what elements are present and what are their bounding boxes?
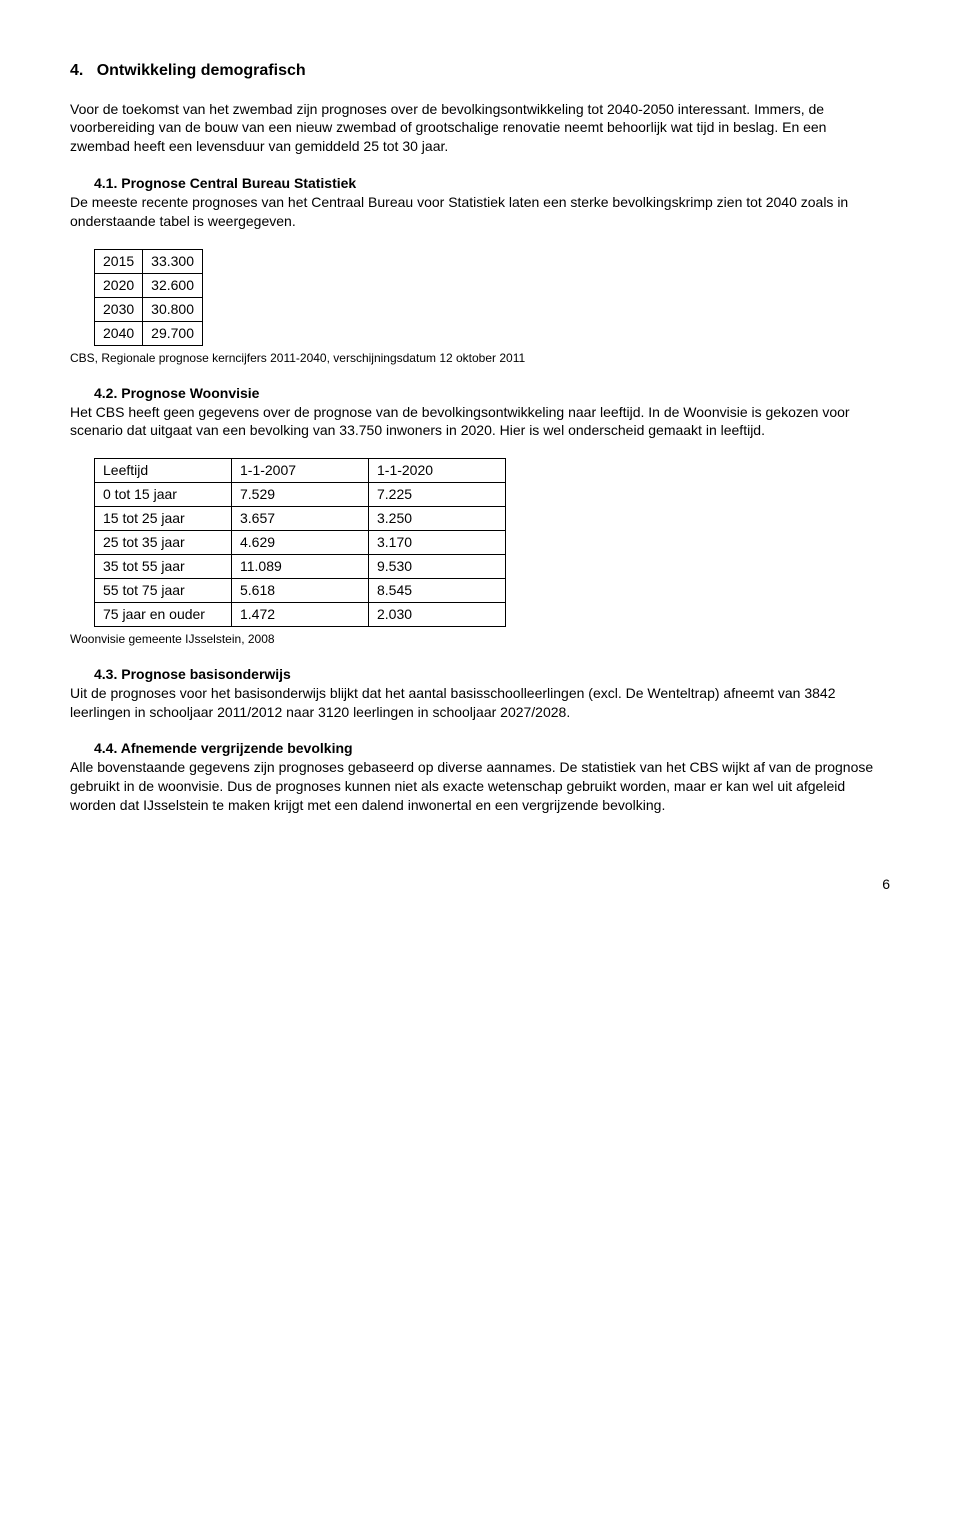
- cell: 15 tot 25 jaar: [95, 507, 232, 531]
- cell: 75 jaar en ouder: [95, 602, 232, 626]
- table-row: 2040 29.700: [95, 321, 203, 345]
- cell: 3.657: [232, 507, 369, 531]
- cell: 2030: [95, 297, 143, 321]
- table-row: 75 jaar en ouder 1.472 2.030: [95, 602, 506, 626]
- cell: 7.529: [232, 483, 369, 507]
- cell: 32.600: [143, 273, 203, 297]
- cell: 3.170: [369, 531, 506, 555]
- header-cell: 1-1-2007: [232, 459, 369, 483]
- table-row: 35 tot 55 jaar 11.089 9.530: [95, 554, 506, 578]
- heading-number: 4.: [70, 62, 83, 79]
- page-number: 6: [70, 875, 890, 894]
- table-row: 2020 32.600: [95, 273, 203, 297]
- table-row: 2015 33.300: [95, 249, 203, 273]
- cell: 35 tot 55 jaar: [95, 554, 232, 578]
- header-cell: Leeftijd: [95, 459, 232, 483]
- subsection-label: 4.3. Prognose basisonderwijs: [70, 666, 291, 682]
- subsection-label: 4.2. Prognose Woonvisie: [70, 385, 259, 401]
- cell: 2040: [95, 321, 143, 345]
- table-row: 25 tot 35 jaar 4.629 3.170: [95, 531, 506, 555]
- cell: 25 tot 35 jaar: [95, 531, 232, 555]
- subsection-label: 4.1. Prognose Central Bureau Statistiek: [70, 175, 356, 191]
- table-caption: Woonvisie gemeente IJsselstein, 2008: [70, 631, 890, 647]
- table-population-prognosis: 2015 33.300 2020 32.600 2030 30.800 2040…: [94, 249, 203, 346]
- table-row: 55 tot 75 jaar 5.618 8.545: [95, 578, 506, 602]
- subsection-body: Alle bovenstaande gegevens zijn prognose…: [70, 759, 873, 813]
- cell: 1.472: [232, 602, 369, 626]
- cell: 7.225: [369, 483, 506, 507]
- cell: 33.300: [143, 249, 203, 273]
- header-cell: 1-1-2020: [369, 459, 506, 483]
- subsection-body: Het CBS heeft geen gegevens over de prog…: [70, 404, 850, 439]
- subsection-body: De meeste recente prognoses van het Cent…: [70, 194, 848, 229]
- cell: 55 tot 75 jaar: [95, 578, 232, 602]
- section-heading: 4. Ontwikkeling demografisch: [70, 60, 890, 82]
- heading-title: Ontwikkeling demografisch: [97, 62, 306, 79]
- cell: 8.545: [369, 578, 506, 602]
- cell: 3.250: [369, 507, 506, 531]
- cell: 30.800: [143, 297, 203, 321]
- cell: 9.530: [369, 554, 506, 578]
- cell: 11.089: [232, 554, 369, 578]
- cell: 5.618: [232, 578, 369, 602]
- subsection-body: Uit de prognoses voor het basisonderwijs…: [70, 685, 836, 720]
- cell: 2020: [95, 273, 143, 297]
- table-age-distribution: Leeftijd 1-1-2007 1-1-2020 0 tot 15 jaar…: [94, 458, 506, 626]
- table-row: 2030 30.800: [95, 297, 203, 321]
- cell: 29.700: [143, 321, 203, 345]
- cell: 2.030: [369, 602, 506, 626]
- table-row: Leeftijd 1-1-2007 1-1-2020: [95, 459, 506, 483]
- table-caption: CBS, Regionale prognose kerncijfers 2011…: [70, 350, 890, 366]
- cell: 0 tot 15 jaar: [95, 483, 232, 507]
- table-row: 15 tot 25 jaar 3.657 3.250: [95, 507, 506, 531]
- table-row: 0 tot 15 jaar 7.529 7.225: [95, 483, 506, 507]
- cell: 2015: [95, 249, 143, 273]
- intro-paragraph: Voor de toekomst van het zwembad zijn pr…: [70, 100, 890, 157]
- subsection-label: 4.4. Afnemende vergrijzende bevolking: [70, 740, 353, 756]
- cell: 4.629: [232, 531, 369, 555]
